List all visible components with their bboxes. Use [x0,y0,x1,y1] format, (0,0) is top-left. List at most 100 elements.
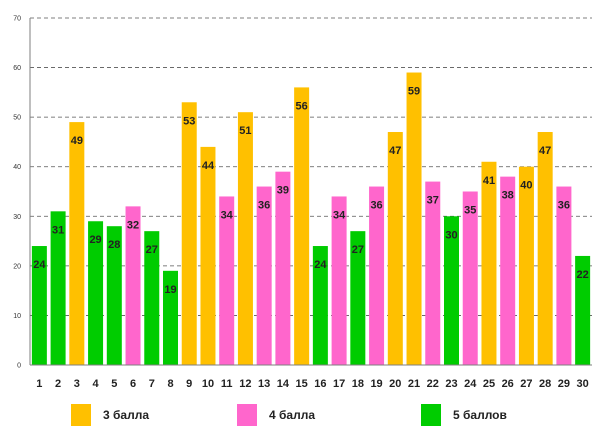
bar [575,255,591,365]
x-tick-label: 14 [277,378,290,390]
bar [275,171,291,365]
data-label: 39 [277,185,289,197]
bar [425,181,441,365]
x-tick-label: 27 [520,378,532,390]
bar [106,226,122,365]
data-label: 30 [445,229,457,241]
legend-swatch-5 [421,404,441,426]
bar [219,196,235,365]
y-axis-ticks: 0 10 20 30 40 50 60 70 [13,16,21,370]
data-label: 32 [127,219,139,231]
x-tick-label: 29 [558,378,570,390]
data-labels: 24 31 49 29 28 32 27 19 53 44 34 51 36 39 56 24 34 27 36 47… [33,86,589,296]
bar [256,186,272,365]
x-tick-label: 21 [408,378,420,390]
x-tick-label: 10 [202,378,214,390]
x-tick-label: 23 [445,378,457,390]
bar [556,186,572,365]
data-label: 47 [539,145,551,157]
bar [462,191,478,365]
bar [312,246,328,365]
bar [350,231,366,365]
bar [537,132,553,365]
x-tick-label: 8 [167,378,173,390]
bar [31,246,47,365]
y-tick-label: 10 [13,313,21,320]
x-tick-label: 18 [352,378,364,390]
data-label: 44 [202,160,215,172]
x-tick-label: 1 [36,378,42,390]
data-label: 31 [52,224,64,236]
x-tick-label: 30 [577,378,589,390]
bars [31,72,591,366]
legend-item-5: 5 баллов [421,404,507,426]
data-label: 51 [239,125,251,137]
legend-label-4: 4 балла [269,408,316,422]
bar [294,87,310,366]
data-label: 47 [389,145,401,157]
data-label: 24 [314,259,327,271]
x-tick-label: 22 [427,378,439,390]
bar [125,206,141,365]
x-tick-label: 17 [333,378,345,390]
bar [500,176,516,365]
legend-item-3: 3 балла [71,404,149,426]
x-tick-label: 16 [314,378,326,390]
x-tick-label: 12 [239,378,251,390]
x-tick-label: 20 [389,378,401,390]
data-label: 28 [108,239,120,251]
y-tick-label: 30 [13,214,21,221]
bar [50,211,66,365]
data-label: 29 [89,234,101,246]
legend-swatch-3 [71,404,91,426]
x-tick-label: 11 [221,378,233,390]
y-tick-label: 40 [13,164,21,171]
data-label: 27 [146,244,158,256]
x-tick-label: 19 [370,378,382,390]
data-label: 36 [258,200,270,212]
x-tick-label: 13 [258,378,270,390]
bar [331,196,347,365]
y-tick-label: 60 [13,65,21,72]
legend-label-3: 3 балла [103,408,150,422]
data-label: 40 [520,180,532,192]
bar [237,112,253,365]
x-axis-ticks: 1 2 3 4 5 6 7 8 9 10 11 12 13 14 15 16 17 18 19 20 21 22 23 24 2… [36,378,588,390]
data-label: 19 [164,284,176,296]
x-tick-label: 7 [149,378,155,390]
data-label: 59 [408,86,420,98]
data-label: 38 [502,190,514,202]
x-tick-label: 24 [464,378,477,390]
grid-lines [30,17,592,316]
data-label: 37 [427,195,439,207]
data-label: 27 [352,244,364,256]
legend-item-4: 4 балла [237,404,315,426]
x-tick-label: 28 [539,378,551,390]
bar [181,102,197,366]
bar [387,132,403,365]
bar [200,146,216,365]
x-tick-label: 25 [483,378,495,390]
legend-swatch-4 [237,404,257,426]
y-tick-label: 70 [13,16,21,23]
data-label: 24 [33,259,46,271]
bar [144,231,160,365]
y-tick-label: 0 [17,363,21,370]
bar [518,166,534,365]
bar [481,161,497,365]
x-tick-label: 6 [130,378,136,390]
data-label: 36 [558,200,570,212]
legend-label-5: 5 баллов [453,408,507,422]
bar [444,216,459,365]
bar [369,186,385,365]
bar [88,221,104,365]
x-tick-label: 4 [93,378,100,390]
y-tick-label: 20 [13,263,21,270]
data-label: 56 [296,100,308,112]
data-label: 34 [221,209,234,221]
x-tick-label: 26 [502,378,514,390]
x-tick-label: 15 [296,378,308,390]
bar [406,72,422,366]
x-tick-label: 5 [111,378,117,390]
